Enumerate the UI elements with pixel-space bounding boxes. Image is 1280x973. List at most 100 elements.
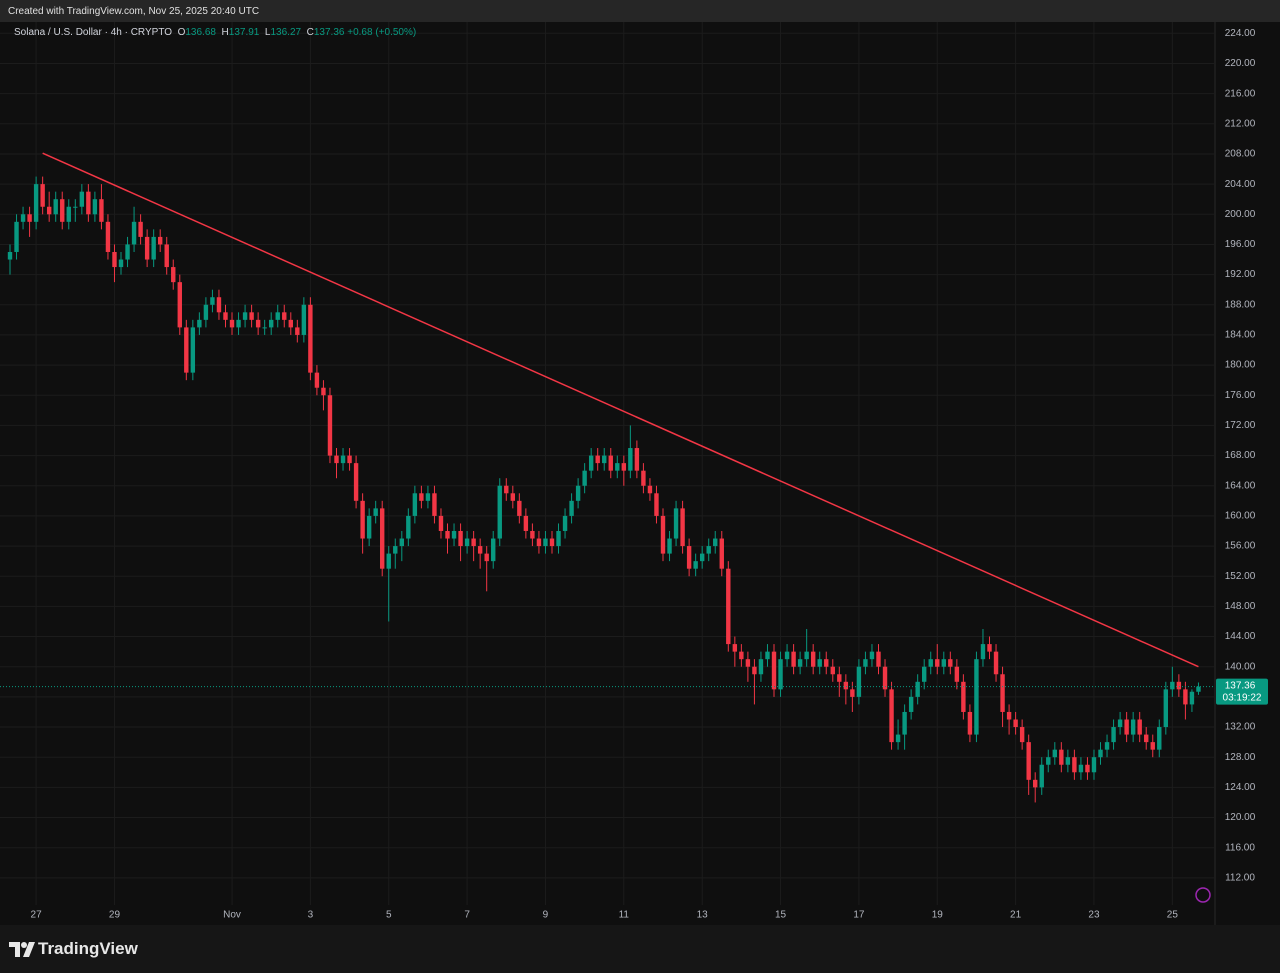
y-tick-label: 184.00 xyxy=(1225,330,1256,341)
chart: 112.00 116.00 120.00 124.00 128.00 132.00 136.… xyxy=(0,22,1280,925)
candle-body xyxy=(713,538,718,547)
candle-body xyxy=(255,319,261,328)
c-label: C xyxy=(306,27,314,38)
candle-body xyxy=(791,651,796,667)
candle-body xyxy=(1026,742,1031,780)
candle-body xyxy=(641,470,646,486)
candle-body xyxy=(843,681,849,690)
x-tick-label: 19 xyxy=(932,910,944,921)
x-tick-label: 23 xyxy=(1088,910,1100,921)
candle-body xyxy=(393,546,398,554)
y-tick-label: 156.00 xyxy=(1225,541,1256,552)
candle-body xyxy=(210,297,215,305)
y-tick-label: 116.00 xyxy=(1225,842,1255,853)
x-tick-label: Nov xyxy=(223,910,241,921)
candle-body xyxy=(464,538,470,547)
y-tick-label: 176.00 xyxy=(1225,390,1256,401)
candle-body xyxy=(1046,757,1051,765)
candle-body xyxy=(673,508,679,539)
candle-body xyxy=(634,448,640,471)
candle-body xyxy=(530,530,535,539)
y-tick-label: 148.00 xyxy=(1225,601,1256,612)
candle-body xyxy=(497,485,502,539)
candle-body xyxy=(406,515,411,539)
candle-body xyxy=(40,184,45,207)
candle-body xyxy=(699,553,705,562)
candle-body xyxy=(1196,686,1201,692)
candle-body xyxy=(1091,757,1097,773)
candle-body xyxy=(830,666,835,675)
candle-body xyxy=(1137,719,1142,735)
candle-body xyxy=(262,327,267,329)
candle-body xyxy=(157,236,163,245)
x-tick-label: 21 xyxy=(1010,910,1022,921)
candle-body xyxy=(451,530,457,539)
y-tick-label: 160.00 xyxy=(1225,511,1256,522)
candle-body xyxy=(824,659,829,667)
candle-body xyxy=(242,312,248,320)
candle-body xyxy=(686,546,692,569)
candle-body xyxy=(112,251,117,268)
y-tick-label: 152.00 xyxy=(1225,571,1256,582)
candle-body xyxy=(1183,689,1188,705)
x-tick-label: 15 xyxy=(775,910,787,921)
candle-body xyxy=(308,304,313,373)
candle-body xyxy=(184,327,189,373)
x-tick-label: 11 xyxy=(619,910,630,921)
candle-body xyxy=(967,711,973,735)
candle-body xyxy=(693,561,698,569)
y-tick-label: 124.00 xyxy=(1225,782,1256,793)
candle-body xyxy=(425,493,431,501)
y-tick-label: 164.00 xyxy=(1225,480,1256,491)
candle-body xyxy=(33,184,39,222)
candle-body xyxy=(517,500,522,516)
candle-body xyxy=(301,304,307,335)
candle-body xyxy=(1111,727,1116,743)
candle-body xyxy=(628,448,633,471)
candle-body xyxy=(125,244,130,260)
candle-body xyxy=(608,455,613,471)
candle-body xyxy=(190,327,196,373)
candle-body xyxy=(771,651,777,690)
candle-body xyxy=(850,689,855,697)
candle-body xyxy=(935,659,940,667)
x-tick-label: 17 xyxy=(853,910,865,921)
candle-body xyxy=(562,515,568,531)
candle-body xyxy=(752,666,757,675)
candle-body xyxy=(171,267,176,283)
candle-body xyxy=(549,538,555,547)
candle-body xyxy=(282,312,287,320)
candle-body xyxy=(719,538,724,569)
chart-bg xyxy=(0,22,1280,925)
candle-body xyxy=(14,221,19,252)
y-tick-label: 216.00 xyxy=(1225,88,1256,99)
candle-body xyxy=(1033,779,1038,788)
candle-body xyxy=(726,568,731,645)
candle-body xyxy=(784,651,790,660)
candle-body xyxy=(654,493,659,516)
candle-body xyxy=(197,319,202,328)
y-tick-label: 168.00 xyxy=(1225,450,1256,461)
candle-body xyxy=(46,206,52,215)
candle-body xyxy=(438,515,444,531)
x-tick-label: 7 xyxy=(464,910,470,921)
y-tick-label: 120.00 xyxy=(1225,812,1256,823)
candle-body xyxy=(1039,764,1044,788)
candle-body xyxy=(1124,719,1129,735)
lightning-icon[interactable] xyxy=(1195,887,1211,903)
candle-body xyxy=(954,666,960,682)
candle-body xyxy=(477,546,483,554)
candle-body xyxy=(177,282,182,328)
y-tick-label: 208.00 xyxy=(1225,149,1256,160)
candle-body xyxy=(1144,734,1149,743)
candle-body xyxy=(1176,681,1182,690)
candle-body xyxy=(1000,674,1005,712)
candle-body xyxy=(1059,749,1064,765)
candle-body xyxy=(1078,764,1084,773)
x-tick-label: 13 xyxy=(697,910,709,921)
candle-body xyxy=(295,327,300,335)
candle-body xyxy=(1117,719,1123,728)
x-tick-label: 27 xyxy=(31,910,43,921)
candle-body xyxy=(889,689,894,743)
